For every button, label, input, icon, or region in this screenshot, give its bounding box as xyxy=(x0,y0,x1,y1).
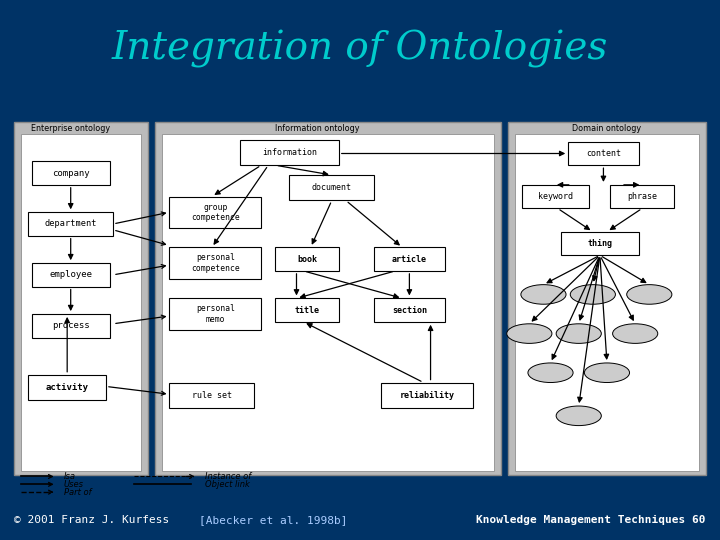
Text: rule set: rule set xyxy=(192,391,232,400)
Ellipse shape xyxy=(556,406,601,426)
Text: personal
competence: personal competence xyxy=(191,253,240,273)
Text: company: company xyxy=(52,168,89,178)
Text: Integration of Ontologies: Integration of Ontologies xyxy=(112,30,608,68)
FancyBboxPatch shape xyxy=(611,185,674,208)
FancyBboxPatch shape xyxy=(169,247,261,279)
Text: Isa: Isa xyxy=(63,472,76,481)
FancyBboxPatch shape xyxy=(568,141,639,165)
Text: Domain ontology: Domain ontology xyxy=(572,124,642,132)
Text: employee: employee xyxy=(49,271,92,279)
FancyBboxPatch shape xyxy=(522,185,589,208)
Text: group
competence: group competence xyxy=(191,202,240,222)
Text: Uses: Uses xyxy=(63,480,84,489)
Text: © 2001 Franz J. Kurfess: © 2001 Franz J. Kurfess xyxy=(14,515,170,525)
Text: Information ontology: Information ontology xyxy=(276,124,360,132)
FancyBboxPatch shape xyxy=(28,375,106,400)
FancyBboxPatch shape xyxy=(275,298,339,322)
FancyBboxPatch shape xyxy=(163,134,494,470)
FancyBboxPatch shape xyxy=(22,134,141,470)
FancyBboxPatch shape xyxy=(32,263,109,287)
Ellipse shape xyxy=(613,324,658,343)
FancyBboxPatch shape xyxy=(156,122,501,475)
Ellipse shape xyxy=(556,324,601,343)
Text: Object link: Object link xyxy=(204,480,250,489)
Ellipse shape xyxy=(521,285,566,304)
Text: section: section xyxy=(392,306,427,315)
Text: Enterprise ontology: Enterprise ontology xyxy=(31,124,110,132)
Ellipse shape xyxy=(507,324,552,343)
FancyBboxPatch shape xyxy=(169,382,254,408)
Text: Part of: Part of xyxy=(63,488,91,497)
FancyBboxPatch shape xyxy=(169,197,261,228)
FancyBboxPatch shape xyxy=(32,161,109,185)
Text: content: content xyxy=(586,149,621,158)
FancyBboxPatch shape xyxy=(381,382,473,408)
Text: book: book xyxy=(297,255,317,264)
FancyBboxPatch shape xyxy=(14,122,148,475)
Text: Instance of: Instance of xyxy=(204,472,251,481)
Text: department: department xyxy=(45,219,97,228)
FancyBboxPatch shape xyxy=(32,314,109,338)
FancyBboxPatch shape xyxy=(374,298,445,322)
Text: reliability: reliability xyxy=(400,391,454,400)
Text: information: information xyxy=(262,148,317,157)
Text: personal
memo: personal memo xyxy=(196,305,235,323)
FancyBboxPatch shape xyxy=(374,247,445,271)
FancyBboxPatch shape xyxy=(516,134,698,470)
Text: article: article xyxy=(392,255,427,264)
Text: phrase: phrase xyxy=(627,192,657,201)
Text: title: title xyxy=(294,306,320,315)
FancyBboxPatch shape xyxy=(28,212,113,235)
Text: Knowledge Management Techniques 60: Knowledge Management Techniques 60 xyxy=(476,515,706,525)
Text: thing: thing xyxy=(588,239,613,248)
FancyBboxPatch shape xyxy=(289,175,374,200)
Text: [Abecker et al. 1998b]: [Abecker et al. 1998b] xyxy=(199,515,348,525)
Text: document: document xyxy=(312,183,352,192)
FancyBboxPatch shape xyxy=(275,247,339,271)
Ellipse shape xyxy=(570,285,616,304)
Text: activity: activity xyxy=(45,383,89,392)
Text: keyword: keyword xyxy=(539,192,573,201)
FancyBboxPatch shape xyxy=(561,232,639,255)
FancyBboxPatch shape xyxy=(508,122,706,475)
Text: process: process xyxy=(52,321,89,330)
FancyBboxPatch shape xyxy=(169,298,261,329)
FancyBboxPatch shape xyxy=(240,140,339,165)
Ellipse shape xyxy=(585,363,629,382)
Ellipse shape xyxy=(626,285,672,304)
Ellipse shape xyxy=(528,363,573,382)
